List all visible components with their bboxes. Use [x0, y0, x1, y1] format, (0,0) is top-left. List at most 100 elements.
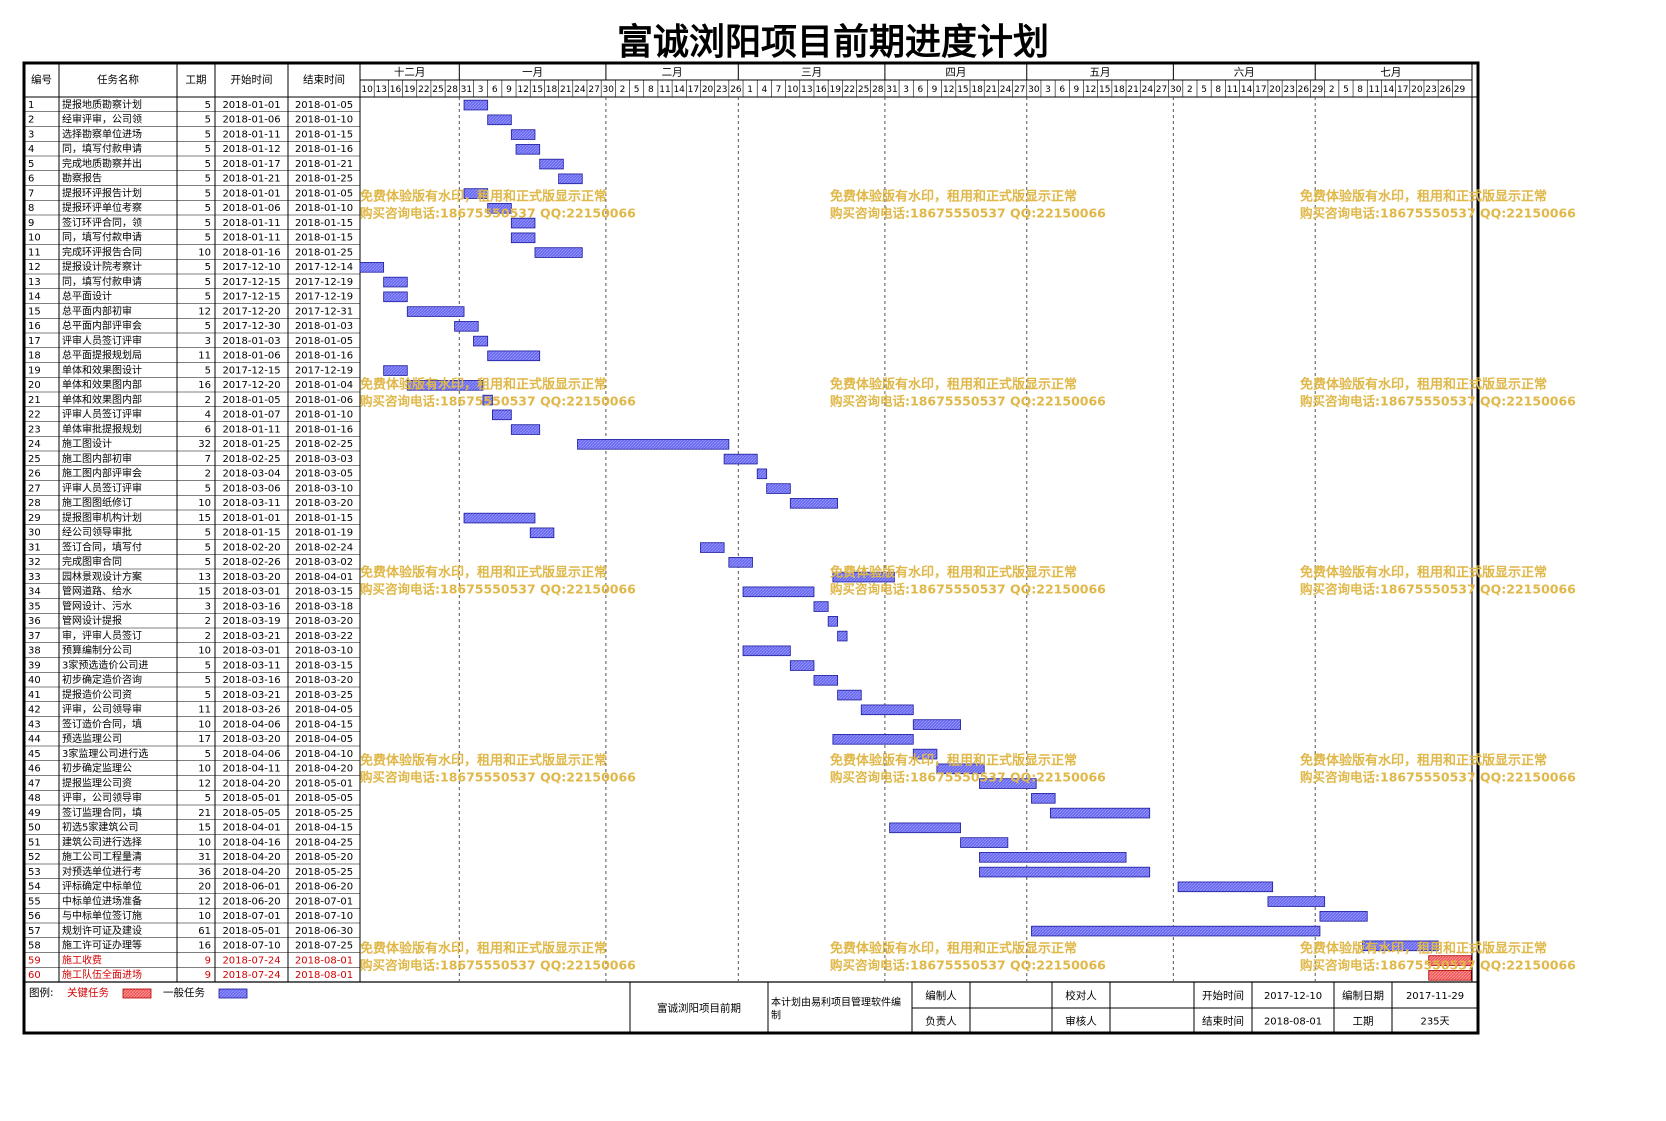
- task-bar: [728, 557, 753, 568]
- task-bar: [534, 247, 583, 258]
- task-start: 2018-03-26: [222, 705, 280, 716]
- task-id: 37: [28, 631, 41, 642]
- task-id: 36: [28, 616, 41, 627]
- task-id: 26: [28, 469, 41, 480]
- task-bar: [383, 365, 408, 376]
- watermark-line1: 免费体验版有水印，租用和正式版显示正常: [360, 753, 607, 769]
- watermark-line2: 购买咨询电话:18675550537 QQ:22150066: [830, 958, 1106, 973]
- task-end: 2018-03-05: [295, 469, 353, 480]
- day-tick-label: 4: [761, 85, 767, 95]
- task-duration: 16: [198, 380, 211, 391]
- task-start: 2018-01-17: [222, 159, 280, 170]
- task-duration: 12: [198, 896, 211, 907]
- task-id: 23: [28, 424, 41, 435]
- task-name: 总平面设计: [62, 290, 112, 303]
- task-name: 完成地质勘察并出: [62, 157, 142, 170]
- task-name: 选择勘察单位进场: [62, 127, 142, 140]
- task-end: 2018-04-01: [295, 572, 353, 583]
- task-bar: [510, 424, 541, 435]
- month-label: 一月: [522, 67, 543, 79]
- task-start: 2017-12-20: [222, 380, 280, 391]
- task-bar: [463, 512, 536, 524]
- task-bar: [960, 837, 1009, 848]
- day-tick-label: 12: [943, 85, 954, 95]
- task-duration: 5: [205, 321, 211, 332]
- task-duration: 10: [198, 837, 211, 848]
- task-id: 55: [28, 896, 41, 907]
- task-name: 评审人员签订评审: [62, 408, 142, 421]
- task-end: 2018-01-25: [295, 247, 353, 258]
- task-bar: [463, 99, 489, 111]
- day-tick-label: 19: [404, 85, 416, 95]
- task-duration: 5: [205, 793, 211, 804]
- task-name: 完成环评报告合同: [62, 245, 142, 258]
- task-start: 2018-06-20: [222, 896, 280, 907]
- month-label: 五月: [1090, 67, 1111, 79]
- day-tick-label: 2: [620, 85, 626, 95]
- watermark-line1: 免费体验版有水印，租用和正式版显示正常: [360, 941, 607, 957]
- watermark-line2: 购买咨询电话:18675550537 QQ:22150066: [830, 394, 1106, 409]
- task-start: 2018-07-24: [222, 970, 280, 981]
- task-end: 2017-12-19: [295, 292, 353, 303]
- task-name: 园林景观设计方案: [62, 570, 142, 583]
- day-tick-label: 2: [1329, 85, 1335, 95]
- task-id: 47: [28, 778, 41, 789]
- footer-duration-label: 工期: [1353, 1016, 1374, 1028]
- task-duration: 5: [205, 129, 211, 140]
- watermark-line2: 购买咨询电话:18675550537 QQ:22150066: [830, 770, 1106, 785]
- task-start: 2018-01-21: [222, 174, 280, 185]
- task-end: 2018-03-20: [295, 498, 353, 509]
- task-bar: [789, 660, 815, 671]
- task-start: 2018-03-01: [222, 646, 280, 657]
- day-tick-label: 12: [1085, 85, 1096, 95]
- footer-checker-label: 校对人: [1065, 989, 1097, 1002]
- task-id: 31: [28, 542, 41, 553]
- day-tick-label: 9: [506, 85, 512, 95]
- day-tick-label: 14: [1383, 85, 1395, 95]
- watermark-line1: 免费体验版有水印，租用和正式版显示正常: [830, 753, 1077, 769]
- task-bar: [492, 409, 512, 421]
- footer-software-note: 本计划由易利项目管理软件编: [771, 996, 901, 1009]
- task-id: 53: [28, 867, 41, 878]
- task-id: 10: [28, 233, 41, 244]
- task-duration: 3: [205, 336, 211, 347]
- task-start: 2018-05-05: [222, 808, 280, 819]
- legend-normal-swatch: [218, 988, 248, 999]
- task-id: 50: [28, 823, 41, 834]
- task-start: 2018-01-01: [222, 100, 280, 111]
- task-id: 30: [28, 528, 41, 539]
- watermark-line1: 免费体验版有水印，租用和正式版显示正常: [360, 189, 607, 205]
- task-bar: [359, 262, 385, 273]
- day-tick-label: 29: [1312, 85, 1324, 95]
- task-end: 2018-01-04: [295, 380, 353, 391]
- task-name: 施工收费: [62, 953, 102, 966]
- task-name: 同，填写付款申请: [62, 275, 142, 288]
- task-name: 初步确定造价咨询: [62, 673, 142, 686]
- critical-task-bar: [1428, 970, 1472, 981]
- day-tick-label: 23: [1425, 85, 1436, 95]
- watermark-line1: 免费体验版有水印，租用和正式版显示正常: [360, 565, 607, 581]
- task-id: 22: [28, 410, 41, 421]
- task-duration: 5: [205, 100, 211, 111]
- day-tick-label: 21: [560, 85, 571, 95]
- task-name: 提报环评报告计划: [62, 186, 142, 199]
- task-id: 25: [28, 454, 41, 465]
- task-duration: 5: [205, 528, 211, 539]
- task-bar: [510, 129, 536, 140]
- day-tick-label: 28: [872, 85, 884, 95]
- footer-start-label: 开始时间: [1202, 989, 1244, 1002]
- task-bar: [383, 291, 408, 303]
- day-tick-label: 5: [1343, 85, 1349, 95]
- task-end: 2018-06-30: [295, 926, 353, 937]
- task-duration: 20: [198, 882, 211, 893]
- day-tick-label: 6: [1059, 85, 1065, 95]
- task-end: 2018-01-05: [295, 188, 353, 199]
- task-duration: 5: [205, 690, 211, 701]
- watermark-line2: 购买咨询电话:18675550537 QQ:22150066: [1300, 770, 1576, 785]
- task-duration: 32: [198, 439, 211, 450]
- task-duration: 13: [198, 572, 211, 583]
- legend-normal-label: 一般任务: [163, 986, 205, 999]
- task-id: 40: [28, 675, 41, 686]
- task-bar: [860, 704, 914, 716]
